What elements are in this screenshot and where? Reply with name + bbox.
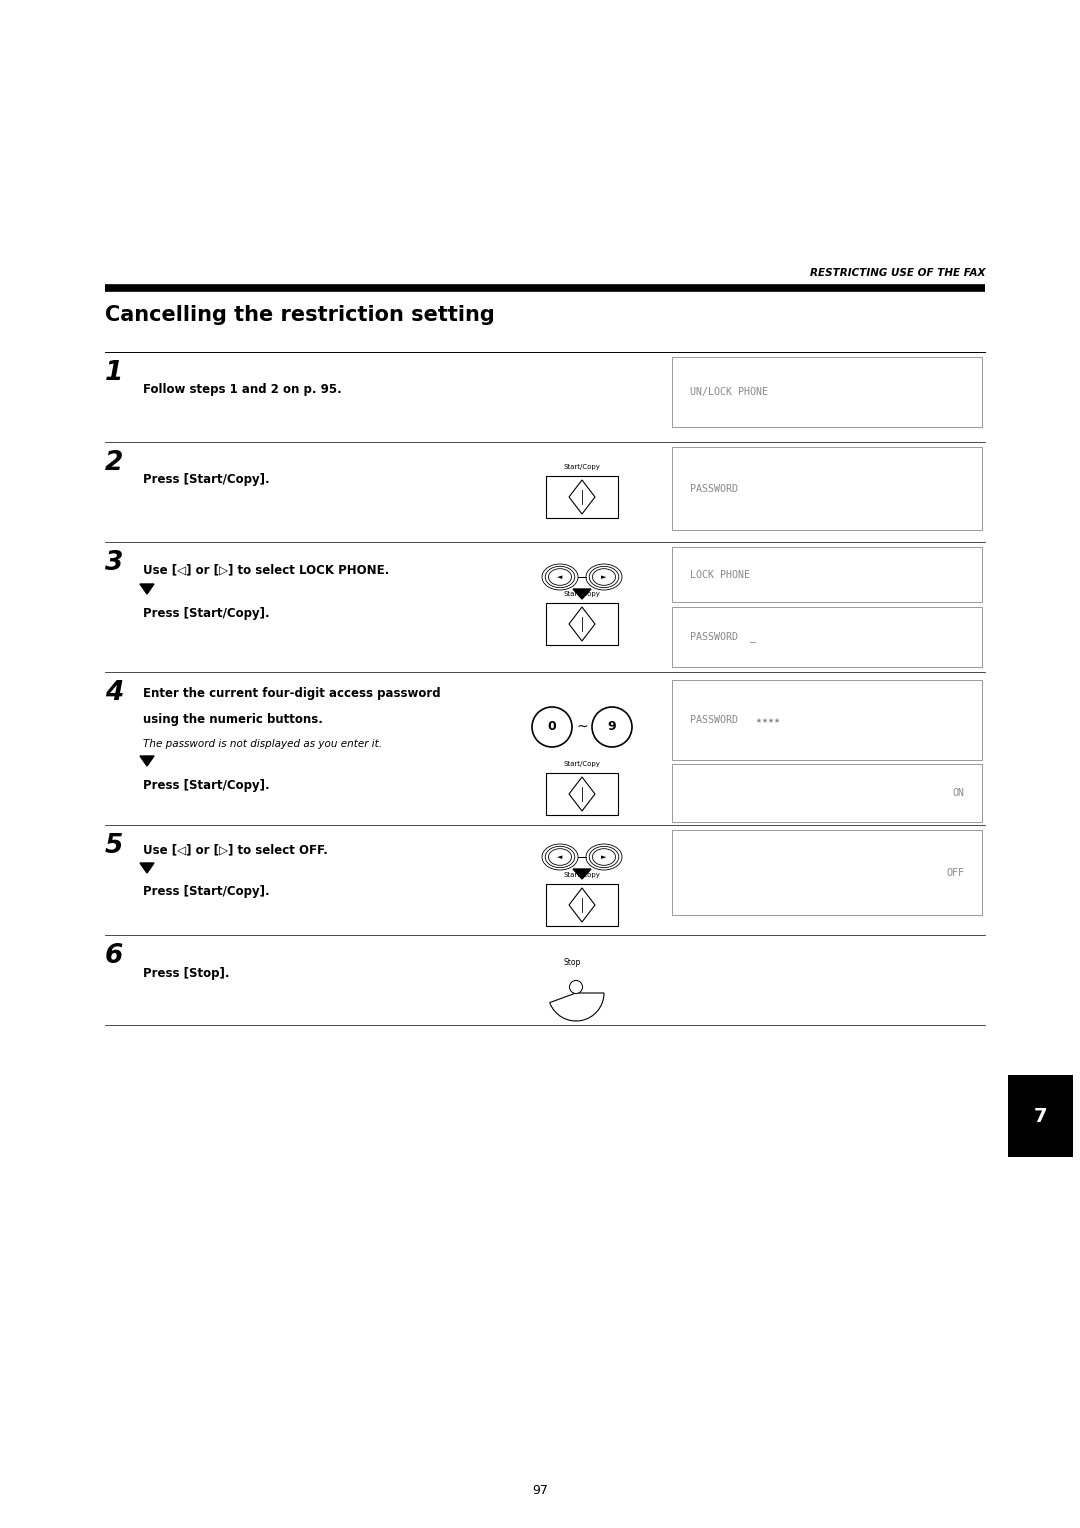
Bar (672, 764, 982, 822)
Text: LOCK PHONE: LOCK PHONE (690, 570, 750, 579)
Ellipse shape (542, 564, 578, 590)
Polygon shape (569, 888, 595, 921)
Circle shape (592, 707, 632, 747)
Text: ON: ON (951, 788, 964, 798)
Text: 5: 5 (105, 833, 123, 859)
Text: 7: 7 (1034, 1106, 1048, 1126)
Text: ◄: ◄ (557, 854, 563, 860)
Bar (672, 448, 982, 530)
Circle shape (532, 707, 572, 747)
Text: 3: 3 (105, 550, 123, 576)
Circle shape (569, 981, 582, 993)
Text: Press [Start/Copy].: Press [Start/Copy]. (143, 474, 270, 486)
Ellipse shape (590, 567, 619, 588)
Text: OFF: OFF (946, 868, 964, 877)
Text: 1: 1 (105, 361, 123, 387)
Text: 4: 4 (105, 680, 123, 706)
Bar (546, 477, 618, 518)
Bar (546, 885, 618, 926)
Text: 6: 6 (105, 943, 123, 969)
Text: ~: ~ (577, 720, 588, 733)
Text: PASSWORD: PASSWORD (690, 483, 738, 494)
Text: ◄: ◄ (557, 575, 563, 581)
Bar (1008, 1076, 1074, 1157)
Polygon shape (573, 869, 591, 879)
Text: ►: ► (602, 575, 607, 581)
Text: PASSWORD  _: PASSWORD _ (690, 631, 756, 642)
Ellipse shape (593, 848, 616, 865)
Text: 9: 9 (608, 721, 617, 733)
Bar (672, 680, 982, 759)
Ellipse shape (542, 843, 578, 869)
Text: Press [Start/Copy].: Press [Start/Copy]. (143, 779, 270, 793)
Text: Press [Stop].: Press [Stop]. (143, 967, 230, 979)
Ellipse shape (549, 568, 571, 585)
Polygon shape (573, 588, 591, 599)
Text: using the numeric buttons.: using the numeric buttons. (143, 714, 323, 726)
Text: Cancelling the restriction setting: Cancelling the restriction setting (105, 306, 495, 325)
Text: 2: 2 (105, 451, 123, 477)
Polygon shape (140, 756, 154, 766)
Text: 0: 0 (548, 721, 556, 733)
Text: Start/Copy: Start/Copy (564, 761, 600, 767)
Bar (546, 604, 618, 645)
Text: Press [Start/Copy].: Press [Start/Copy]. (143, 608, 270, 620)
Bar (672, 547, 982, 602)
Ellipse shape (586, 564, 622, 590)
Bar (672, 607, 982, 668)
Ellipse shape (549, 848, 571, 865)
Ellipse shape (545, 847, 575, 868)
Polygon shape (569, 607, 595, 642)
Wedge shape (550, 993, 604, 1021)
Text: ►: ► (602, 854, 607, 860)
Text: Stop: Stop (564, 958, 581, 967)
Bar (546, 773, 618, 814)
Text: Follow steps 1 and 2 on p. 95.: Follow steps 1 and 2 on p. 95. (143, 384, 341, 396)
Text: Start/Copy: Start/Copy (564, 872, 600, 879)
Polygon shape (140, 863, 154, 872)
Ellipse shape (590, 847, 619, 868)
Polygon shape (569, 778, 595, 811)
Text: PASSWORD   ★★★★: PASSWORD ★★★★ (690, 715, 780, 724)
Text: Use [◁] or [▷] to select OFF.: Use [◁] or [▷] to select OFF. (143, 843, 328, 857)
Text: Use [◁] or [▷] to select LOCK PHONE.: Use [◁] or [▷] to select LOCK PHONE. (143, 564, 389, 576)
Ellipse shape (545, 567, 575, 588)
Text: The password is not displayed as you enter it.: The password is not displayed as you ent… (143, 740, 382, 749)
Bar (672, 358, 982, 426)
Text: 97: 97 (532, 1484, 548, 1496)
Polygon shape (140, 584, 154, 594)
Text: UN/LOCK PHONE: UN/LOCK PHONE (690, 387, 768, 397)
Text: Start/Copy: Start/Copy (564, 591, 600, 597)
Text: Enter the current four-digit access password: Enter the current four-digit access pass… (143, 688, 441, 700)
Ellipse shape (593, 568, 616, 585)
Polygon shape (569, 480, 595, 513)
Bar (672, 830, 982, 915)
Text: RESTRICTING USE OF THE FAX: RESTRICTING USE OF THE FAX (810, 267, 985, 278)
Ellipse shape (586, 843, 622, 869)
Text: Start/Copy: Start/Copy (564, 465, 600, 471)
Text: Press [Start/Copy].: Press [Start/Copy]. (143, 886, 270, 898)
